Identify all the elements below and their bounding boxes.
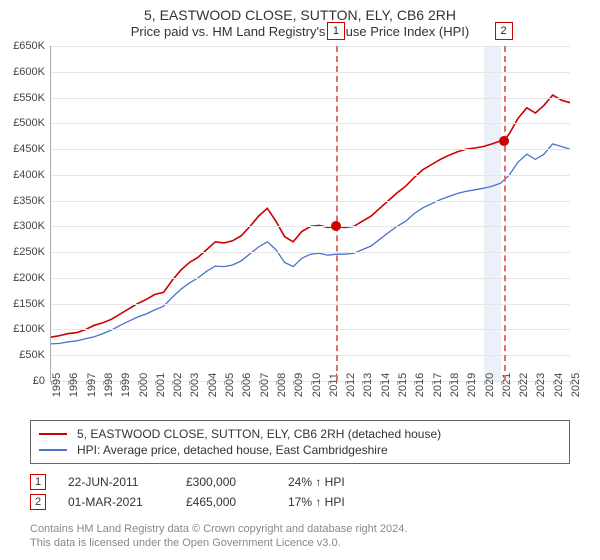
x-axis-tick-label: 2016 — [414, 373, 426, 397]
legend-item-hpi: HPI: Average price, detached house, East… — [39, 442, 561, 458]
series-property — [51, 95, 570, 337]
x-axis-tick-label: 2014 — [380, 373, 392, 397]
x-axis-tick-label: 2010 — [311, 373, 323, 397]
x-axis-tick-label: 2009 — [293, 373, 305, 397]
x-axis-tick-label: 1997 — [86, 373, 98, 397]
y-axis-tick-label: £100K — [13, 323, 45, 335]
sale-event-vline — [336, 46, 338, 381]
x-axis-tick-label: 2008 — [276, 373, 288, 397]
y-axis-tick-label: £200K — [13, 272, 45, 284]
x-axis-tick-label: 2005 — [224, 373, 236, 397]
sale-event-vline — [504, 46, 506, 381]
line-plot-svg — [51, 46, 570, 381]
figure-root: 5, EASTWOOD CLOSE, SUTTON, ELY, CB6 2RH … — [0, 0, 600, 560]
x-axis-tick-label: 2001 — [155, 373, 167, 397]
y-axis-tick-label: £50K — [19, 349, 45, 361]
x-axis-tick-label: 2011 — [328, 373, 340, 397]
sale-event-dot — [499, 136, 509, 146]
x-axis-tick-label: 2003 — [189, 373, 201, 397]
y-axis-tick-label: £550K — [13, 92, 45, 104]
x-axis-tick-label: 2013 — [362, 373, 374, 397]
x-axis-tick-label: 2004 — [207, 373, 219, 397]
sale-row: 2 01-MAR-2021 £465,000 17% ↑ HPI — [30, 494, 570, 510]
sale-marker-box: 1 — [30, 474, 46, 490]
sale-event-badge: 2 — [495, 22, 513, 40]
x-axis-tick-label: 2020 — [484, 373, 496, 397]
legend-label-hpi: HPI: Average price, detached house, East… — [77, 443, 388, 457]
y-axis-tick-label: £0 — [33, 375, 45, 387]
x-axis-tick-label: 2012 — [345, 373, 357, 397]
sale-row: 1 22-JUN-2011 £300,000 24% ↑ HPI — [30, 474, 570, 490]
x-axis-tick-label: 2006 — [241, 373, 253, 397]
chart-legend: 5, EASTWOOD CLOSE, SUTTON, ELY, CB6 2RH … — [30, 420, 570, 464]
x-axis-tick-label: 2002 — [172, 373, 184, 397]
legend-swatch-hpi — [39, 449, 67, 451]
y-axis-tick-label: £650K — [13, 40, 45, 52]
x-axis-tick-label: 2023 — [535, 373, 547, 397]
legend-swatch-property — [39, 433, 67, 435]
x-axis-tick-label: 2000 — [138, 373, 150, 397]
sale-price: £465,000 — [186, 495, 266, 509]
y-axis-tick-label: £350K — [13, 195, 45, 207]
y-axis-tick-label: £500K — [13, 117, 45, 129]
sale-date: 22-JUN-2011 — [68, 475, 164, 489]
sale-price: £300,000 — [186, 475, 266, 489]
sale-hpi-diff: 17% ↑ HPI — [288, 495, 388, 509]
sale-events-table: 1 22-JUN-2011 £300,000 24% ↑ HPI 2 01-MA… — [30, 470, 570, 514]
y-axis-tick-label: £250K — [13, 246, 45, 258]
y-axis-tick-label: £450K — [13, 143, 45, 155]
price-vs-hpi-chart: £0£50K£100K£150K£200K£250K£300K£350K£400… — [50, 46, 570, 382]
x-axis-tick-label: 1999 — [120, 373, 132, 397]
sale-date: 01-MAR-2021 — [68, 495, 164, 509]
y-axis-tick-label: £600K — [13, 66, 45, 78]
footnote-line: Contains HM Land Registry data © Crown c… — [30, 522, 570, 536]
x-axis-tick-label: 2019 — [466, 373, 478, 397]
copyright-footnote: Contains HM Land Registry data © Crown c… — [30, 522, 570, 551]
y-axis-tick-label: £400K — [13, 169, 45, 181]
footnote-line: This data is licensed under the Open Gov… — [30, 536, 570, 550]
sale-event-badge: 1 — [327, 22, 345, 40]
y-axis-tick-label: £300K — [13, 220, 45, 232]
sale-marker-box: 2 — [30, 494, 46, 510]
x-axis-tick-label: 2024 — [553, 373, 565, 397]
x-axis-tick-label: 2018 — [449, 373, 461, 397]
x-axis-tick-label: 1998 — [103, 373, 115, 397]
x-axis-tick-label: 2025 — [570, 373, 582, 397]
legend-item-property: 5, EASTWOOD CLOSE, SUTTON, ELY, CB6 2RH … — [39, 426, 561, 442]
x-axis-tick-label: 2022 — [518, 373, 530, 397]
x-axis-tick-label: 2007 — [259, 373, 271, 397]
sale-hpi-diff: 24% ↑ HPI — [288, 475, 388, 489]
x-axis-tick-label: 1996 — [68, 373, 80, 397]
x-axis-tick-label: 1995 — [51, 373, 63, 397]
x-axis-tick-label: 2015 — [397, 373, 409, 397]
y-axis-tick-label: £150K — [13, 298, 45, 310]
legend-label-property: 5, EASTWOOD CLOSE, SUTTON, ELY, CB6 2RH … — [77, 427, 441, 441]
x-axis-tick-label: 2017 — [432, 373, 444, 397]
